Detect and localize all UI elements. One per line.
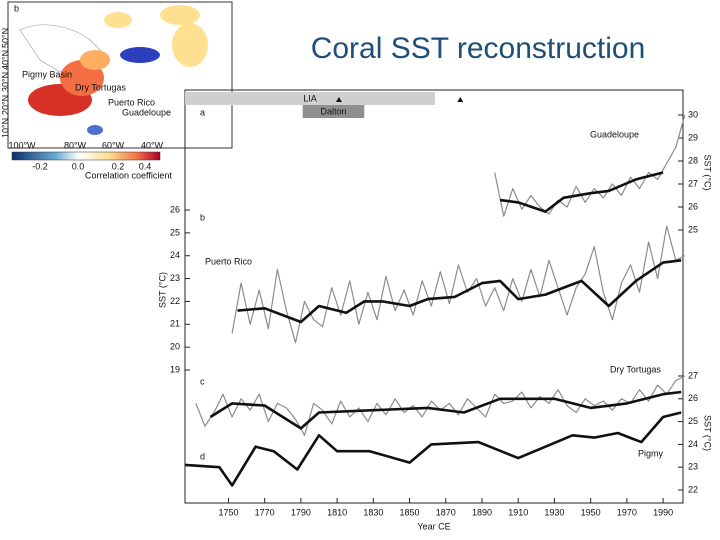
panel-label: c: [200, 376, 205, 386]
y-tick-label: 22: [170, 296, 180, 306]
colorbar-tick: -0.2: [32, 161, 48, 171]
y-tick-label: 25: [688, 224, 698, 234]
y-tick-label: 27: [688, 370, 698, 380]
y-tick-label: 26: [688, 201, 698, 211]
event-marker: [457, 97, 464, 102]
correlation-area: [80, 50, 110, 70]
y-tick-label: 29: [688, 132, 698, 142]
series-line: [499, 171, 664, 213]
series-line: [237, 259, 682, 324]
y-tick-label: 24: [170, 250, 180, 260]
x-tick-label: 1830: [363, 507, 383, 517]
period-label: Dalton: [320, 106, 346, 116]
x-tick-label: 1870: [436, 507, 456, 517]
x-tick-label: 1930: [544, 507, 564, 517]
period-label: LIA: [303, 93, 317, 103]
y-axis-title: SST (°C): [703, 155, 713, 191]
series-label: Puerto Rico: [205, 256, 252, 266]
lat-label: 30°N: [0, 72, 10, 92]
y-axis-title: SST (°C): [157, 272, 167, 308]
y-tick-label: 26: [170, 204, 180, 214]
panel-label: b: [200, 212, 205, 222]
colorbar: [11, 151, 161, 161]
colorbar-tick: 0.4: [139, 161, 152, 171]
series-label: Pigmy: [638, 448, 664, 458]
event-marker: [335, 97, 342, 102]
x-tick-label: 1970: [617, 507, 637, 517]
lon-label: 100°W: [8, 140, 36, 150]
y-tick-label: 21: [170, 319, 180, 329]
x-tick-label: 1890: [472, 507, 492, 517]
x-tick-label: 1910: [508, 507, 528, 517]
y-tick-label: 26: [688, 393, 698, 403]
correlation-area: [87, 125, 103, 135]
period-bar: [302, 105, 365, 118]
lat-label: 10°N: [0, 118, 10, 138]
x-tick-label: 1850: [400, 507, 420, 517]
y-tick-label: 25: [170, 227, 180, 237]
colorbar-tick: 0.2: [112, 161, 125, 171]
lon-label: 80°W: [64, 140, 87, 150]
lat-label: 40°N: [0, 50, 10, 70]
panel-label: a: [200, 107, 205, 117]
x-axis-title: Year CE: [417, 521, 450, 531]
correlation-area: [160, 5, 200, 25]
series-line: [184, 411, 682, 487]
y-axis-title: SST (°C): [703, 415, 713, 451]
y-tick-label: 28: [688, 155, 698, 165]
lon-label: 40°W: [141, 140, 164, 150]
site-label: Dry Tortugas: [75, 82, 126, 92]
site-label: Guadeloupe: [122, 107, 171, 117]
y-tick-label: 24: [688, 439, 698, 449]
x-tick-label: 1750: [218, 507, 238, 517]
colorbar-label: Correlation coefficient: [85, 170, 172, 180]
correlation-area: [172, 23, 208, 67]
x-tick-label: 1790: [291, 507, 311, 517]
x-tick-label: 1810: [327, 507, 347, 517]
x-tick-label: 1950: [581, 507, 601, 517]
series-label: Guadeloupe: [590, 129, 639, 139]
y-tick-label: 23: [688, 462, 698, 472]
period-bar: [185, 92, 435, 105]
x-tick-label: 1770: [255, 507, 275, 517]
series-line: [231, 225, 686, 344]
y-tick-label: 22: [688, 484, 698, 494]
y-tick-label: 27: [688, 178, 698, 188]
x-tick-label: 1990: [653, 507, 673, 517]
series-line: [209, 390, 682, 430]
lat-label: 20°N: [0, 95, 10, 115]
series-label: Dry Tortugas: [610, 364, 661, 374]
lon-label: 60°W: [102, 140, 125, 150]
site-label: Puerto Rico: [108, 97, 155, 107]
correlation-area: [104, 12, 132, 28]
colorbar-tick: 0.0: [72, 161, 85, 171]
panel-label: d: [200, 451, 205, 461]
y-tick-label: 25: [688, 416, 698, 426]
correlation-area: [120, 47, 160, 63]
y-tick-label: 19: [170, 364, 180, 374]
map: b Pigmy Basin Dry Tortugas Puerto Rico G…: [0, 1, 233, 180]
y-tick-label: 23: [170, 273, 180, 283]
site-label: Pigmy Basin: [22, 69, 72, 79]
y-tick-label: 30: [688, 109, 698, 119]
map-panel-label: b: [14, 3, 19, 13]
y-tick-label: 20: [170, 342, 180, 352]
slide-title: Coral SST reconstruction: [311, 32, 646, 65]
lat-label: 50°N: [0, 28, 10, 48]
